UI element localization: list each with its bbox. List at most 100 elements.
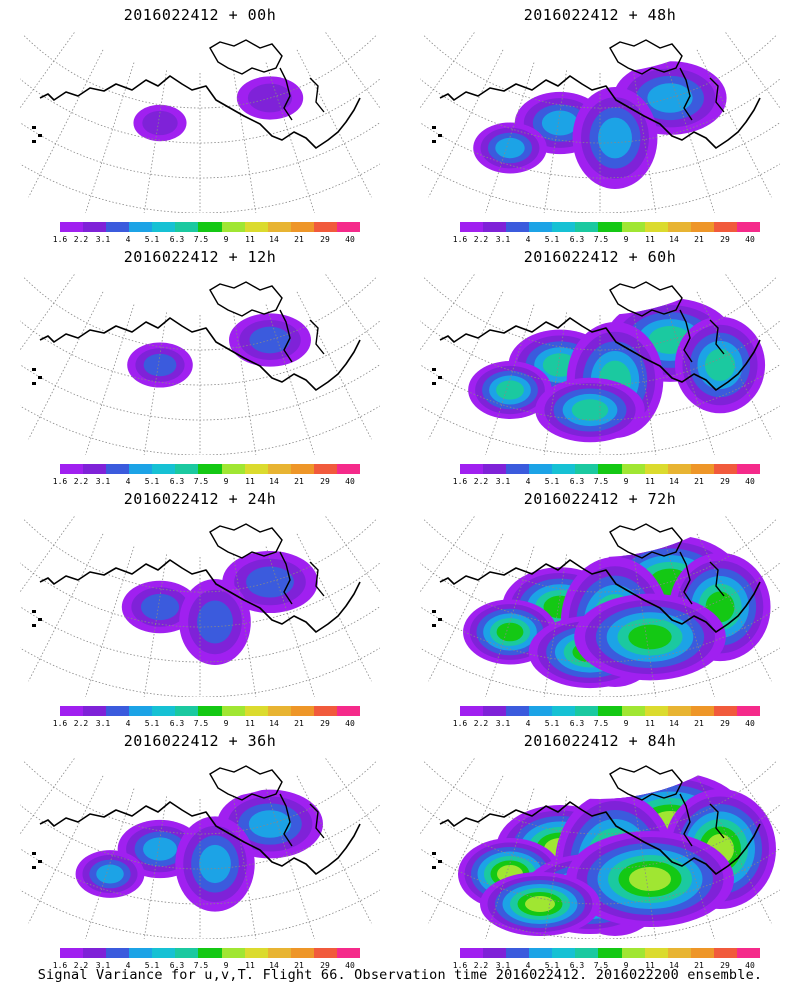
longitude-line	[233, 70, 257, 213]
colorbar-tick-label: 3.1	[495, 235, 511, 244]
colorbar-tick-label: 40	[345, 719, 355, 728]
colorbar-segment	[483, 464, 507, 474]
panel-title: 2016022412 + 12h	[123, 248, 277, 266]
colorbar-tick-label: 40	[745, 961, 755, 970]
panel-title: 2016022412 + 84h	[523, 732, 677, 750]
latitude-line	[20, 848, 380, 905]
colorbar-segment	[644, 464, 668, 474]
latitude-line	[423, 35, 777, 109]
longitude-line	[633, 312, 657, 455]
longitude-line	[20, 516, 75, 593]
longitude-line	[725, 32, 780, 109]
latitude-line	[20, 889, 380, 939]
colorbar-segment	[129, 222, 153, 232]
forecast-panel: 2016022412 + 48h 1.6 2.2 3.1 4 5.1 6.3 7.5 9 11 14…	[400, 0, 800, 250]
colorbar-tick-label: 29	[720, 961, 730, 970]
colorbar-segment	[506, 222, 530, 232]
longitude-line	[265, 546, 315, 697]
coastline	[679, 551, 725, 605]
colorbar-tick-label: 14	[669, 235, 679, 244]
colorbar-segment	[106, 948, 130, 958]
colorbar-ticks: 1.6 2.2 3.1 4 5.1 6.3 7.5 9 11 14 21 29 40	[52, 719, 372, 729]
colorbar-segment	[221, 222, 245, 232]
polar-map	[420, 32, 780, 213]
colorbar-tick-label: 4	[125, 961, 131, 970]
colorbar-tick-label: 11	[645, 235, 655, 244]
panel-title: 2016022412 + 24h	[123, 490, 277, 508]
forecast-panel: 2016022412 + 36h 1.6 2.2 3.1 4 5.1 6.3 7.5 9 11 14…	[0, 726, 400, 976]
colorbar-tick-label: 7.5	[193, 235, 209, 244]
island	[32, 866, 36, 869]
colorbar-tick-label: 3.1	[95, 719, 111, 728]
colorbar-tick-label: 5.1	[544, 235, 560, 244]
colorbar-tick-label: 11	[245, 719, 255, 728]
coastline	[279, 551, 325, 605]
forecast-panel: 2016022412 + 00h 1.6 2.2 3.1 4 5.1 6.3 7.5 9 11 14…	[0, 0, 400, 250]
longitude-line	[485, 788, 535, 939]
arctic-islands	[609, 765, 683, 801]
longitude-line	[265, 304, 315, 455]
longitude-line	[85, 546, 135, 697]
colorbar-segment	[460, 948, 484, 958]
latitude-line	[420, 122, 780, 179]
colorbar-segment	[529, 222, 553, 232]
colorbar-tick-label: 1.6	[452, 477, 468, 486]
colorbar-tick-label: 6.3	[169, 719, 185, 728]
longitude-line	[143, 554, 167, 697]
variance-contour	[496, 380, 524, 400]
colorbar-segment	[244, 464, 268, 474]
longitude-line	[696, 291, 772, 440]
colorbar-segment	[60, 464, 84, 474]
colorbar-tick-label: 21	[294, 961, 304, 970]
colorbar-tick-label: 3.1	[495, 477, 511, 486]
coastline	[439, 801, 761, 875]
variance-contour	[629, 867, 671, 891]
colorbar-segment	[621, 706, 645, 716]
colorbar-segment	[529, 948, 553, 958]
colorbar-segment	[598, 706, 622, 716]
colorbar-segment	[221, 948, 245, 958]
latitude-line	[420, 405, 780, 455]
colorbar-segment	[529, 706, 553, 716]
longitude-line	[233, 312, 257, 455]
colorbar-tick-label: 4	[525, 719, 531, 728]
coastline	[439, 317, 761, 391]
colorbar-tick-label: 11	[245, 235, 255, 244]
colorbar-segment	[267, 222, 291, 232]
variance-contour	[571, 399, 609, 421]
longitude-line	[428, 533, 504, 682]
arctic-islands	[609, 39, 683, 75]
polar-map	[20, 32, 380, 213]
forecast-panel: 2016022412 + 72h 1.6 2.2 3.1 4 5.1 6.3 7.5 9 11 14…	[400, 484, 800, 734]
colorbar-segment	[667, 222, 691, 232]
longitude-line	[20, 758, 75, 835]
colorbar-ticks: 1.6 2.2 3.1 4 5.1 6.3 7.5 9 11 14 21 29 40	[452, 477, 772, 487]
colorbar-segment	[267, 948, 291, 958]
island	[38, 134, 42, 137]
latitude-line	[420, 889, 780, 939]
coastline	[39, 801, 361, 875]
colorbar-segment	[529, 464, 553, 474]
colorbar-tick-label: 1.6	[52, 235, 68, 244]
colorbar-segment	[175, 706, 199, 716]
colorbar-tick-label: 40	[345, 477, 355, 486]
forecast-panel: 2016022412 + 84h 1.6 2.2 3.1 4 5.1 6.3 7.5 9 11 14…	[400, 726, 800, 976]
coastline	[439, 75, 761, 149]
colorbar-tick-label: 4	[525, 477, 531, 486]
colorbar-segment	[575, 222, 599, 232]
colorbar-tick-label: 7.5	[193, 477, 209, 486]
colorbar-tick-label: 2.2	[473, 477, 489, 486]
island	[432, 852, 436, 855]
colorbar-segment	[60, 948, 84, 958]
colorbar-tick-label: 21	[294, 477, 304, 486]
latitude-line	[423, 519, 777, 593]
longitude-line	[28, 533, 104, 682]
colorbar-tick-label: 6.3	[569, 235, 585, 244]
colorbar-tick-label: 29	[320, 235, 330, 244]
colorbar-segment	[313, 948, 337, 958]
longitude-line	[28, 49, 104, 198]
colorbar-segment	[290, 222, 314, 232]
colorbar-segment	[460, 222, 484, 232]
colorbar-ticks: 1.6 2.2 3.1 4 5.1 6.3 7.5 9 11 14 21 29 40	[452, 235, 772, 245]
colorbar-tick-label: 4	[525, 235, 531, 244]
